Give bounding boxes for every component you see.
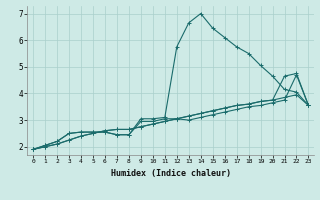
X-axis label: Humidex (Indice chaleur): Humidex (Indice chaleur) — [111, 169, 231, 178]
